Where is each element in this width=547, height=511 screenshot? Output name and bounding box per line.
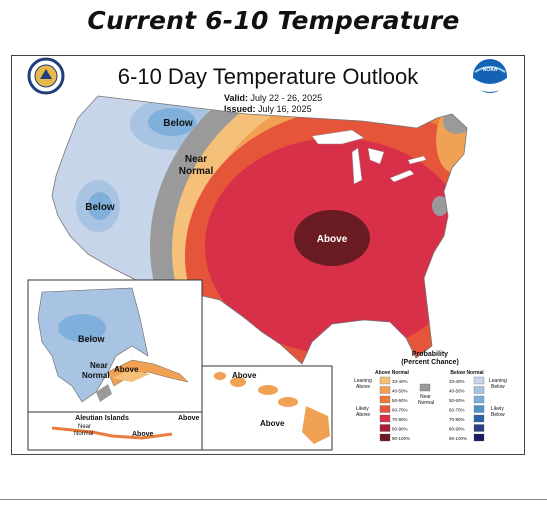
label-alaska-below: Below xyxy=(78,334,106,344)
legend-near-2: Normal xyxy=(418,400,434,406)
legend-below-range-0: 33-40% xyxy=(449,379,465,384)
label-alaska-above: Above xyxy=(114,365,139,374)
legend-below-swatch-3 xyxy=(473,405,485,413)
legend-leaning-below-1: Leaning xyxy=(489,378,507,384)
legend-below-swatch-4 xyxy=(473,414,485,423)
aleutian-inset: Aleutian Islands Near Normal Above Above xyxy=(27,411,203,451)
legend-above-header: Above Normal xyxy=(375,370,410,376)
legend-above-range-5: 80-90% xyxy=(392,427,408,432)
legend-leaning-below-2: Below xyxy=(491,384,505,390)
legend-below-swatch-1 xyxy=(473,386,485,394)
legend-below-swatch-5 xyxy=(473,424,485,432)
page-heading: Current 6-10 Temperature xyxy=(87,6,460,35)
label-aleutian-title: Aleutian Islands xyxy=(75,415,129,422)
conus-outlook-shading xyxy=(52,96,467,364)
issued-date: Issued: July 16, 2025 xyxy=(224,104,312,114)
legend-leaning-above-1: Leaning xyxy=(354,378,372,384)
label-near-normal-1: Near xyxy=(185,154,207,165)
legend-below-header: Below Normal xyxy=(450,370,484,376)
probability-legend: Probability (Percent Chance) Above Norma… xyxy=(354,351,507,442)
legend-leaning-above-2: Above xyxy=(356,384,370,390)
label-aleutian-above-1: Above xyxy=(132,431,154,438)
bottom-divider xyxy=(0,499,547,500)
legend-above-swatch-0 xyxy=(379,376,391,385)
alaska-inset: Below Near Normal Above xyxy=(27,279,203,413)
legend-below-range-5: 80-90% xyxy=(449,427,465,432)
legend-below-swatch-6 xyxy=(473,433,485,442)
legend-above-swatch-2 xyxy=(379,395,391,404)
label-hawaii-above-1: Above xyxy=(232,371,257,380)
outlook-map-panel: 6-10 Day Temperature Outlook Valid: July… xyxy=(11,55,525,455)
label-aleutian-above-2: Above xyxy=(178,415,200,422)
legend-below-range-3: 60-70% xyxy=(449,408,465,413)
label-aleutian-near-2: Normal xyxy=(74,431,93,437)
legend-likely-above-2: Above xyxy=(356,412,370,418)
legend-above-range-6: 90-100% xyxy=(392,436,410,441)
legend-below-swatch-0 xyxy=(473,376,485,385)
conus-outline xyxy=(51,95,468,365)
label-alaska-near-2: Normal xyxy=(82,371,110,380)
legend-subtitle: (Percent Chance) xyxy=(401,359,459,366)
legend-above-range-4: 70-80% xyxy=(392,417,408,422)
legend-above-swatch-3 xyxy=(379,405,391,413)
legend-above-swatch-5 xyxy=(379,424,391,432)
legend-near-1: Near xyxy=(420,394,431,400)
legend-title: Probability xyxy=(412,351,448,358)
great-lakes xyxy=(311,129,427,185)
commerce-seal-icon xyxy=(27,57,65,95)
legend-above-swatch-4 xyxy=(379,414,391,423)
legend-above-swatches: 33-40% 40-50% 50-60% 60-70% 70-80% 80-90% 90-1… xyxy=(379,376,410,442)
legend-below-swatches: 33-40% 40-50% 50-60% 60-70% 70-80% 80-90% 90-1… xyxy=(449,376,485,442)
outlook-map-graphic: NOAA xyxy=(27,57,507,451)
legend-below-range-2: 50-60% xyxy=(449,398,465,403)
legend-likely-below-2: Below xyxy=(491,412,505,418)
legend-below-range-4: 70-80% xyxy=(449,417,465,422)
label-west-below-south: Below xyxy=(85,202,115,213)
label-central-above: Above xyxy=(317,234,348,245)
legend-near-swatch xyxy=(419,383,431,392)
label-aleutian-near-1: Near xyxy=(78,424,91,430)
label-near-normal-2: Normal xyxy=(179,166,214,177)
legend-above-range-1: 40-50% xyxy=(392,389,408,394)
noaa-logo-icon: NOAA xyxy=(473,59,507,93)
valid-dates: Valid: July 22 - 26, 2025 xyxy=(224,93,323,103)
label-west-below-north: Below xyxy=(163,118,193,129)
legend-below-range-1: 40-50% xyxy=(449,389,465,394)
hawaii-inset: Above Above xyxy=(201,365,333,451)
legend-above-range-3: 60-70% xyxy=(392,408,408,413)
label-hawaii-above-2: Above xyxy=(260,419,285,428)
legend-above-swatch-6 xyxy=(379,433,391,442)
map-title: 6-10 Day Temperature Outlook xyxy=(117,64,419,89)
legend-above-swatch-1 xyxy=(379,386,391,394)
legend-above-range-2: 50-60% xyxy=(392,398,408,403)
legend-below-range-6: 90-100% xyxy=(449,436,467,441)
legend-above-range-0: 33-40% xyxy=(392,379,408,384)
label-alaska-near-1: Near xyxy=(90,361,108,370)
legend-below-swatch-2 xyxy=(473,395,485,404)
legend-likely-below-1: Likely xyxy=(491,406,504,412)
svg-text:NOAA: NOAA xyxy=(483,67,498,73)
legend-likely-above-1: Likely xyxy=(356,406,369,412)
